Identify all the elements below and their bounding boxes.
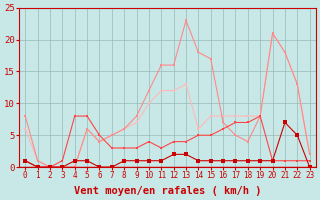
X-axis label: Vent moyen/en rafales ( km/h ): Vent moyen/en rafales ( km/h ) [74,186,261,196]
